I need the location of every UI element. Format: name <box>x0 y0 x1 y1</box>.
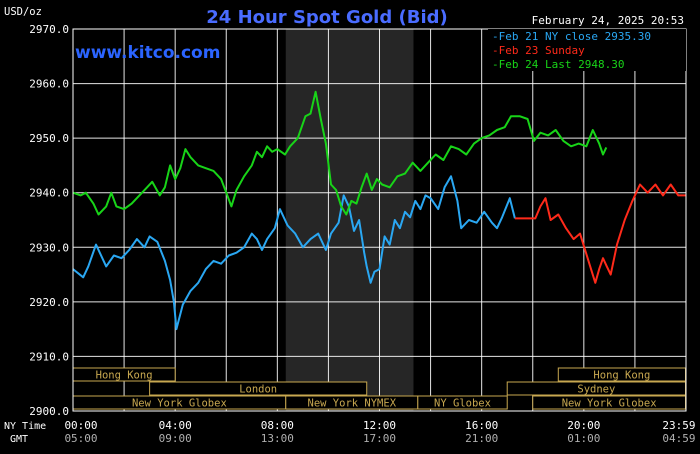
y-tick-label: 2950.0 <box>29 132 69 145</box>
y-tick-label: 2900.0 <box>29 405 69 418</box>
session-label: NY Globex <box>434 398 491 410</box>
x-tick-label-ny: 16:00 <box>465 419 498 432</box>
x-tick-label-gmt: 01:00 <box>567 432 600 445</box>
site-watermark: www.kitco.com <box>75 43 220 63</box>
legend-box <box>488 29 686 71</box>
ny-time-axis-label: NY Time <box>4 421 46 432</box>
legend: -Feb 21 NY close 2935.30-Feb 23 Sunday-F… <box>488 29 686 71</box>
session-label: New York Globex <box>562 398 657 410</box>
session-label: London <box>239 384 277 396</box>
session-box <box>557 367 686 382</box>
session-band: Hong Kong <box>557 367 686 382</box>
series-line-sunday <box>514 183 686 284</box>
x-tick-label-ny: 08:00 <box>261 419 294 432</box>
legend-entry: -Feb 24 Last 2948.30 <box>492 58 624 71</box>
session-band: Sydney <box>506 381 686 396</box>
x-tick-label-gmt: 09:00 <box>159 432 192 445</box>
x-tick-label-gmt: 17:00 <box>363 432 396 445</box>
legend-entry: -Feb 23 Sunday <box>492 44 585 57</box>
session-band: New York NYMEX <box>285 395 419 410</box>
x-tick-label-gmt: 13:00 <box>261 432 294 445</box>
series-line-last <box>72 90 608 216</box>
timestamp: February 24, 2025 20:53 <box>532 14 684 27</box>
x-tick-label-gmt: 04:59 <box>662 432 695 445</box>
session-band: London <box>149 381 368 396</box>
chart-title: 24 Hour Spot Gold (Bid) <box>206 7 447 28</box>
x-tick-label-ny: 04:00 <box>159 419 192 432</box>
x-tick-label-ny: 12:00 <box>363 419 396 432</box>
session-box <box>417 395 508 410</box>
y-axis-units: USD/oz <box>4 6 42 18</box>
session-box <box>149 381 368 396</box>
session-band: New York Globex <box>532 395 686 410</box>
price-series <box>72 90 686 331</box>
x-tick-label-gmt: 05:00 <box>64 432 97 445</box>
session-label: New York Globex <box>132 398 227 410</box>
session-band: NY Globex <box>417 395 508 410</box>
y-tick-label: 2970.0 <box>29 23 69 36</box>
gmt-axis-label: GMT <box>10 434 28 445</box>
session-label: Hong Kong <box>593 370 650 382</box>
x-tick-label-ny: 20:00 <box>567 419 600 432</box>
session-label: Hong Kong <box>96 370 153 382</box>
x-tick-label-ny: 23:59 <box>662 419 695 432</box>
market-session-bands: Hong Kong Hong Kong London Sydney New York G… <box>72 367 686 410</box>
legend-entry: -Feb 21 NY close 2935.30 <box>492 30 651 43</box>
y-tick-label: 2960.0 <box>29 78 69 91</box>
session-box <box>532 395 686 410</box>
y-tick-label: 2930.0 <box>29 241 69 254</box>
x-tick-label-ny: 00:00 <box>64 419 97 432</box>
session-label: Sydney <box>577 384 615 396</box>
y-tick-label: 2910.0 <box>29 350 69 363</box>
session-band: Hong Kong <box>72 367 176 382</box>
series-line-ny_close <box>72 175 516 331</box>
session-label: New York NYMEX <box>308 398 397 410</box>
plot-frame <box>72 28 687 412</box>
y-tick-label: 2920.0 <box>29 296 69 309</box>
y-tick-label: 2940.0 <box>29 187 69 200</box>
session-box <box>506 381 686 396</box>
y-axis-tick-labels: 2970.0 2960.0 2950.0 2940.0 2930.0 2920.0 2910… <box>29 23 69 418</box>
session-band: New York Globex <box>72 395 287 410</box>
x-tick-label-gmt: 21:00 <box>465 432 498 445</box>
shaded-nymex-region <box>285 29 414 411</box>
